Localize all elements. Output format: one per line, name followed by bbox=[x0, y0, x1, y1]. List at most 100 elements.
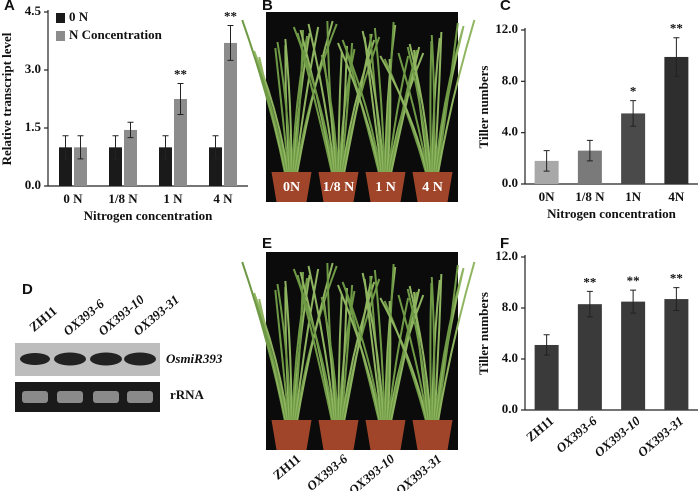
x-axis-label: Nitrogen concentration bbox=[84, 208, 213, 223]
plant-photo: 0N 1/8 N 1 N 4 N bbox=[241, 19, 476, 202]
y-tick-label: 3.0 bbox=[25, 61, 41, 76]
leaf bbox=[387, 55, 410, 173]
leaf bbox=[291, 35, 309, 173]
leaf bbox=[361, 30, 385, 173]
error-bar bbox=[630, 100, 637, 127]
legend-swatch bbox=[56, 31, 65, 41]
significance-label: * bbox=[630, 84, 637, 99]
leaf bbox=[284, 38, 293, 173]
leaf bbox=[292, 26, 335, 173]
leaf bbox=[437, 261, 476, 421]
leaf bbox=[307, 23, 336, 173]
leaf bbox=[284, 280, 293, 421]
leaf bbox=[276, 41, 292, 173]
legend-swatch bbox=[56, 13, 65, 23]
leaf bbox=[379, 55, 428, 173]
bar bbox=[534, 160, 559, 184]
y-tick-label: 4.0 bbox=[502, 350, 518, 365]
leaf bbox=[406, 288, 431, 421]
y-tick-label: 0.0 bbox=[502, 175, 518, 190]
error-bar bbox=[543, 150, 550, 172]
leaf bbox=[383, 300, 427, 421]
legend-label: N Concentration bbox=[69, 27, 163, 42]
bar bbox=[664, 299, 689, 410]
pot bbox=[412, 172, 453, 202]
leaf bbox=[341, 39, 382, 173]
leaf bbox=[274, 289, 290, 421]
pot bbox=[271, 420, 312, 450]
leaf bbox=[253, 292, 289, 421]
x-tick-label: 4N bbox=[668, 189, 685, 204]
blot-bands bbox=[20, 352, 156, 403]
y-tick-label: 0.0 bbox=[25, 177, 41, 192]
bar bbox=[74, 147, 87, 186]
leaf bbox=[341, 281, 376, 421]
y-tick-label: 4.5 bbox=[25, 3, 42, 18]
leaf bbox=[343, 275, 373, 421]
x-tick-label: OX393-31 bbox=[635, 413, 687, 460]
leaf bbox=[433, 31, 443, 173]
leaf bbox=[341, 39, 376, 173]
panel-label: A bbox=[4, 0, 15, 14]
y-tick-label: 8.0 bbox=[502, 72, 518, 87]
x-tick-label: 0N bbox=[539, 189, 556, 204]
leaf bbox=[373, 269, 386, 421]
leaf bbox=[340, 284, 354, 421]
error-bar bbox=[227, 25, 234, 61]
line-label: OX393-10 bbox=[346, 451, 398, 491]
leaf bbox=[387, 297, 410, 421]
leaf bbox=[294, 26, 320, 173]
error-bar bbox=[112, 135, 119, 160]
bar bbox=[209, 147, 222, 186]
y-tick-label: 1.5 bbox=[25, 119, 42, 134]
pot-label: 4 N bbox=[422, 180, 443, 195]
pot bbox=[318, 420, 359, 450]
leaf bbox=[373, 27, 386, 173]
error-bar bbox=[673, 37, 680, 77]
leaf bbox=[408, 285, 432, 421]
panel-label: C bbox=[500, 0, 511, 14]
leaf bbox=[429, 40, 433, 173]
bar bbox=[159, 147, 172, 186]
y-axis-label: Relative transcript level bbox=[0, 32, 14, 165]
error-bar bbox=[162, 135, 169, 160]
leaf bbox=[361, 272, 385, 421]
leaf bbox=[397, 52, 429, 173]
x-tick-label: 4 N bbox=[213, 191, 233, 206]
x-tick-label: OX393-10 bbox=[591, 413, 643, 460]
pot-label: 0N bbox=[283, 180, 300, 195]
leaf bbox=[307, 265, 336, 421]
x-tick-label: 1N bbox=[625, 189, 642, 204]
lane-label: ZH11 bbox=[26, 303, 59, 334]
error-bar bbox=[77, 135, 84, 160]
leaf bbox=[292, 268, 335, 421]
line-label: OX393-31 bbox=[393, 451, 445, 491]
y-axis-label: Tiller numbers bbox=[476, 66, 491, 149]
leaf bbox=[291, 277, 309, 421]
x-axis-label: Nitrogen concentration bbox=[547, 206, 676, 221]
leaf bbox=[397, 294, 429, 421]
y-tick-label: 12.0 bbox=[495, 21, 518, 36]
bar bbox=[534, 344, 559, 410]
leaf bbox=[406, 46, 431, 173]
significance-label: ** bbox=[174, 67, 187, 82]
leaf bbox=[436, 22, 459, 173]
panel-label: E bbox=[262, 235, 272, 252]
leaf bbox=[320, 296, 339, 421]
x-tick-label: ZH11 bbox=[523, 413, 556, 444]
leaf bbox=[339, 287, 348, 421]
leaf bbox=[430, 34, 436, 173]
bar bbox=[224, 42, 237, 186]
bar bbox=[621, 301, 646, 410]
leaf bbox=[429, 282, 433, 421]
leaf bbox=[252, 53, 288, 173]
bar bbox=[664, 56, 689, 185]
pot-label: 1/8 N bbox=[323, 180, 355, 195]
bar bbox=[577, 304, 602, 410]
error-bar bbox=[177, 83, 184, 115]
leaf bbox=[437, 19, 476, 173]
error-bar bbox=[543, 334, 550, 356]
leaf bbox=[293, 29, 305, 173]
bar bbox=[59, 147, 72, 186]
